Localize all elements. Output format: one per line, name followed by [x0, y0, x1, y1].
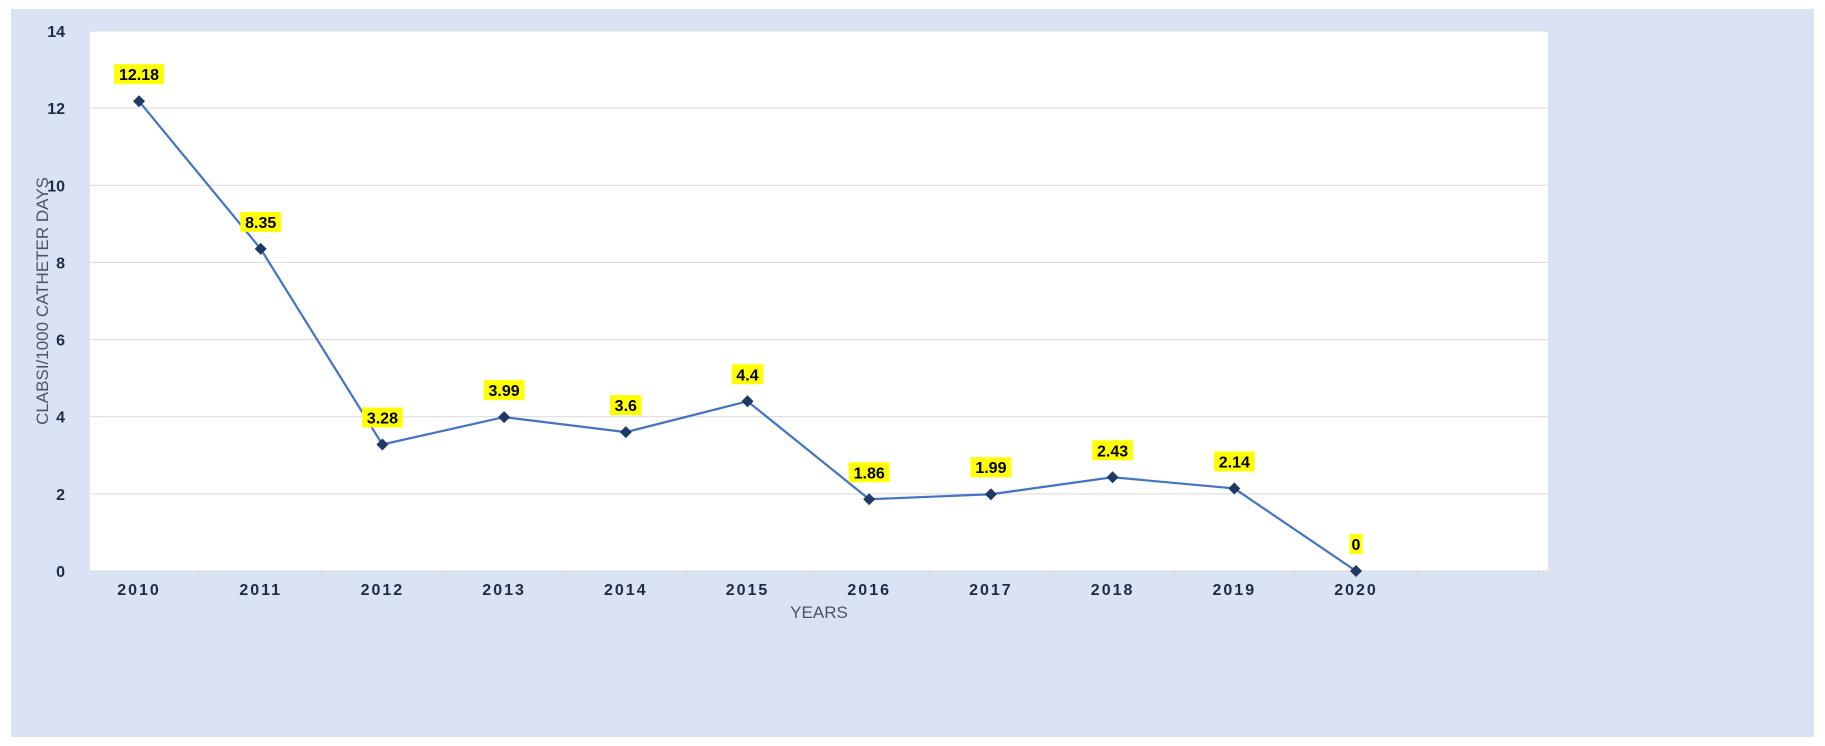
- data-marker: [133, 95, 145, 108]
- chart-frame: 0 2 4 6 8 10 12 14 2010 2011 2012 2013 2014 2015 2016…: [11, 9, 1814, 737]
- data-label: 4.4: [731, 364, 764, 385]
- x-tick-label: 2013: [482, 582, 526, 599]
- data-marker: [1350, 565, 1362, 577]
- data-label-text: 3.6: [615, 398, 637, 415]
- y-axis-title: CLABSI/1000 CATHETER DAYS: [33, 177, 52, 425]
- data-label: 12.18: [114, 64, 164, 85]
- data-label: 8.35: [240, 211, 282, 232]
- data-label-text: 3.99: [489, 383, 520, 400]
- data-label: 2.14: [1213, 451, 1255, 472]
- x-tick-label: 2015: [726, 582, 770, 599]
- y-tick-label: 2: [56, 487, 65, 504]
- gridlines: [90, 30, 1548, 577]
- data-marker: [254, 242, 267, 255]
- data-marker: [984, 488, 997, 501]
- data-label-highlight: [1349, 534, 1363, 554]
- x-tick-label: 2012: [361, 582, 405, 599]
- data-label-highlight: [610, 395, 642, 416]
- data-label-highlight: [1092, 440, 1133, 461]
- y-tick-label: 8: [56, 255, 65, 272]
- data-labels: 12.18 8.35 3.28 3.99 3.6 4.4 1.86 1.99 2.43 2.14 0: [114, 64, 1363, 554]
- x-tick-label: 2019: [1213, 582, 1257, 599]
- x-tick-label: 2018: [1091, 582, 1135, 599]
- data-label: 0: [1349, 534, 1363, 554]
- x-tick-label: 2016: [847, 582, 891, 599]
- x-tick-label: 2011: [239, 582, 282, 599]
- y-tick-label: 4: [56, 410, 65, 427]
- y-axis-ticks: 0 2 4 6 8 10 12 14: [47, 24, 65, 581]
- data-label-highlight: [114, 64, 164, 85]
- y-tick-label: 10: [47, 178, 65, 195]
- x-tick-label: 2017: [969, 582, 1013, 599]
- data-marker: [376, 438, 389, 451]
- data-label-highlight: [483, 380, 525, 401]
- x-tick-label: 2014: [604, 582, 648, 599]
- data-label: 3.6: [610, 395, 642, 416]
- y-tick-label: 14: [47, 24, 65, 41]
- data-markers: [133, 95, 1362, 577]
- data-marker: [1106, 471, 1119, 484]
- data-label: 2.43: [1092, 440, 1133, 461]
- x-axis-title: YEARS: [790, 603, 848, 622]
- y-tick-label: 6: [56, 333, 65, 350]
- y-tick-label: 0: [56, 564, 65, 581]
- data-marker: [741, 395, 754, 408]
- x-tick-label: 2010: [117, 582, 161, 599]
- data-label-text: 8.35: [245, 215, 276, 232]
- data-label-text: 2.43: [1097, 443, 1128, 460]
- data-label-highlight: [362, 407, 403, 428]
- line-chart: 0 2 4 6 8 10 12 14 2010 2011 2012 2013 2014 2015 2016…: [33, 24, 1548, 622]
- data-label-highlight: [970, 457, 1012, 478]
- data-label-highlight: [1213, 451, 1255, 472]
- data-label-text: 12.18: [119, 67, 159, 84]
- data-label: 1.99: [970, 457, 1012, 478]
- y-tick-label: 12: [47, 101, 65, 118]
- data-label-text: 4.4: [736, 367, 758, 384]
- data-label: 3.28: [362, 407, 403, 428]
- data-label-text: 1.99: [975, 460, 1006, 477]
- data-label-text: 0: [1352, 537, 1361, 554]
- data-label-text: 2.14: [1219, 454, 1250, 471]
- data-marker: [498, 411, 511, 424]
- data-label-text: 1.86: [854, 465, 885, 482]
- data-label-highlight: [731, 364, 764, 385]
- x-axis-ticks: 2010 2011 2012 2013 2014 2015 2016 2017 2018 2019…: [117, 582, 1378, 599]
- data-marker: [1228, 482, 1241, 495]
- data-label: 3.99: [483, 380, 525, 401]
- data-label: 1.86: [848, 462, 890, 483]
- data-marker: [619, 426, 632, 439]
- x-tick-label: 2020: [1334, 582, 1378, 599]
- data-label-highlight: [240, 211, 282, 232]
- plot-area: [90, 31, 1548, 571]
- data-marker: [863, 493, 876, 506]
- data-label-highlight: [848, 462, 890, 483]
- data-label-text: 3.28: [367, 410, 398, 427]
